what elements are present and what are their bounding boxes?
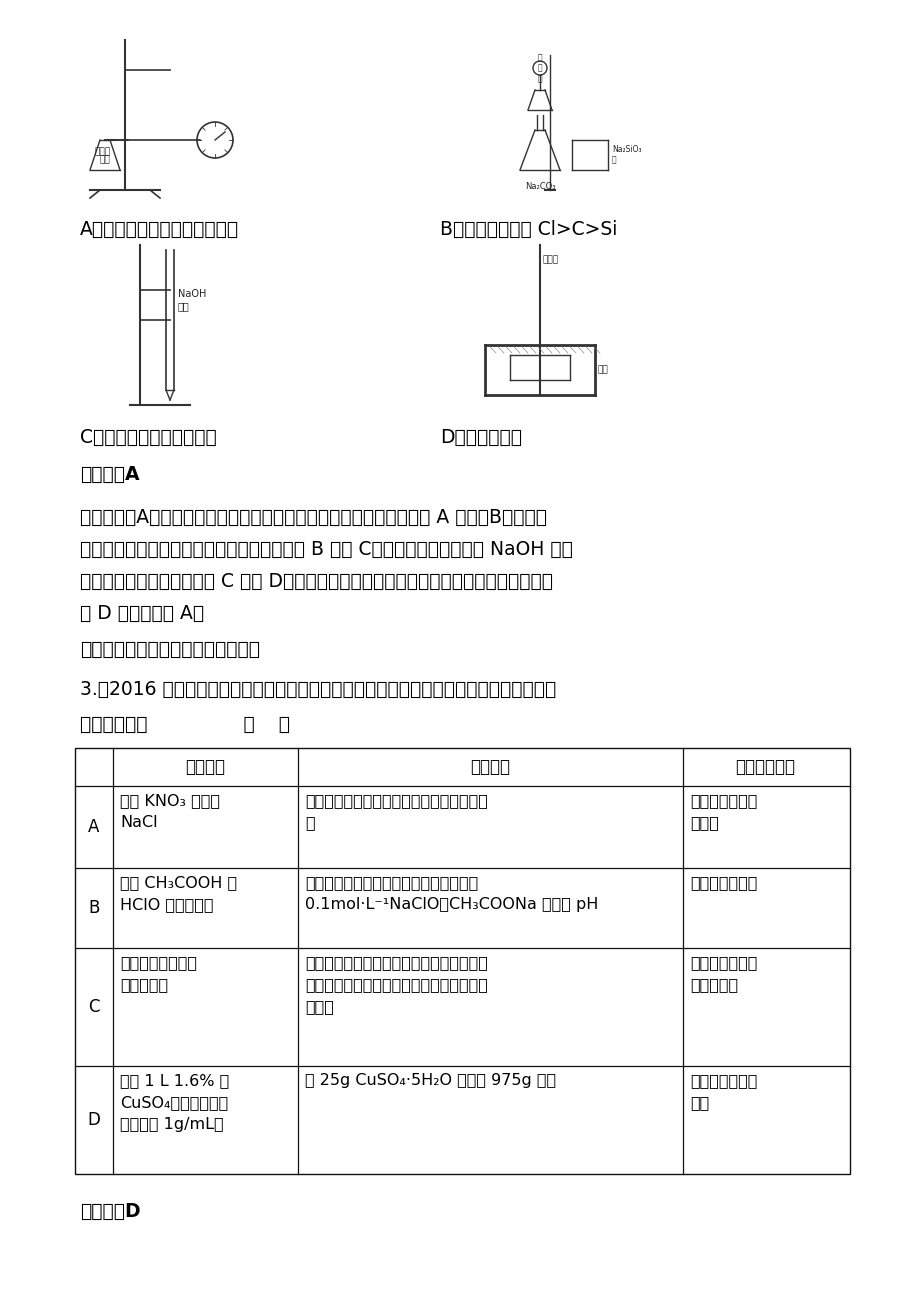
Bar [75, 749, 849, 1174]
Text: 所选玻璃仪器: 所选玻璃仪器 [734, 758, 795, 776]
Text: 实验目的的是                （    ）: 实验目的的是 （ ） [80, 715, 289, 734]
Text: A: A [88, 818, 99, 836]
Text: 将混合物制成热的饱和溶液，冷却结晶，过
滤: 将混合物制成热的饱和溶液，冷却结晶，过 滤 [305, 793, 487, 831]
Text: 酒精灯、烧杯、
玻璃棒: 酒精灯、烧杯、 玻璃棒 [689, 793, 756, 831]
Text: 【答案】D: 【答案】D [80, 1202, 141, 1221]
Text: 将 25g CuSO₄·5H₂O 溶解在 975g 水中: 将 25g CuSO₄·5H₂O 溶解在 975g 水中 [305, 1073, 555, 1088]
Text: 锌粒: 锌粒 [99, 155, 110, 164]
Text: 烧杯、量筒、玻
璃棒: 烧杯、量筒、玻 璃棒 [689, 1073, 756, 1111]
Text: 除去 KNO₃ 中少量
NaCl: 除去 KNO₃ 中少量 NaCl [119, 793, 220, 831]
Text: Na₂SiO₃
稀: Na₂SiO₃ 稀 [611, 146, 641, 164]
Text: B．证明非金属性 Cl>C>Si: B．证明非金属性 Cl>C>Si [439, 220, 617, 240]
Text: 配制 1 L 1.6% 的
CuSO₄溶液（溶液密
度近似为 1g/mL）: 配制 1 L 1.6% 的 CuSO₄溶液（溶液密 度近似为 1g/mL） [119, 1073, 229, 1133]
Text: D: D [87, 1111, 100, 1129]
Text: 有挥发性，无法判断碳酸的酸性比硅酸强，故 B 错误 C、酸碱中和滴定实验中 NaOH 溶液: 有挥发性，无法判断碳酸的酸性比硅酸强，故 B 错误 C、酸碱中和滴定实验中 Na… [80, 540, 573, 559]
Text: 玻璃棒、玻璃片: 玻璃棒、玻璃片 [689, 875, 756, 891]
Text: 稀硫酸: 稀硫酸 [95, 147, 111, 156]
Text: C．进行酸碱中和滴定实验: C．进行酸碱中和滴定实验 [80, 428, 217, 447]
Text: 证明 CH₃COOH 与
HClO 的酸性强弱: 证明 CH₃COOH 与 HClO 的酸性强弱 [119, 875, 237, 913]
Text: 3.【2016 届肖庆三模】用下列实验方案及所選玻璃容器（非玻璃容器任选）就能实现相应: 3.【2016 届肖庆三模】用下列实验方案及所選玻璃容器（非玻璃容器任选）就能实… [80, 680, 556, 699]
Text: 试题分析：A、可利用相等时间内生成氢气的体积来测定反应速率，故 A 正确；B、因盐酸: 试题分析：A、可利用相等时间内生成氢气的体积来测定反应速率，故 A 正确；B、因… [80, 508, 547, 527]
Text: C: C [88, 999, 99, 1016]
Text: 向蔗糖溶液中加入几滴稀硫酸，水浴加热几
分钟，再向其中加入新制的銀氨溶液，并水
浴加热: 向蔗糖溶液中加入几滴稀硫酸，水浴加热几 分钟，再向其中加入新制的銀氨溶液，并水 … [305, 954, 487, 1014]
Text: 考点：考查实验的原理及基本操作。: 考点：考查实验的原理及基本操作。 [80, 641, 260, 659]
Text: NaOH
溶液: NaOH 溶液 [177, 289, 206, 311]
Text: 相同温度下用蓝色石蕊试纸测定浓度均为
0.1mol·L⁻¹NaClO、CH₃COONa 溶液的 pH: 相同温度下用蓝色石蕊试纸测定浓度均为 0.1mol·L⁻¹NaClO、CH₃CO… [305, 875, 597, 913]
Text: 试管、烧杯、酒
精灯、滴管: 试管、烧杯、酒 精灯、滴管 [689, 954, 756, 992]
Text: 泡沫: 泡沫 [597, 366, 608, 375]
Text: 故 D 错误，故选 A。: 故 D 错误，故选 A。 [80, 604, 204, 622]
Text: 温度计: 温度计 [542, 255, 559, 264]
Bar [75, 749, 849, 1174]
Text: B: B [88, 898, 99, 917]
Text: 实验目的: 实验目的 [186, 758, 225, 776]
Text: D．测定中和热: D．测定中和热 [439, 428, 521, 447]
Text: 【答案】A: 【答案】A [80, 465, 140, 484]
Text: 应盛放在碱式滴定管中，故 C 错误 D、测定中和热实验中需要环形玻璃摔拌棒摔拌混合液，: 应盛放在碱式滴定管中，故 C 错误 D、测定中和热实验中需要环形玻璃摔拌棒摔拌混… [80, 572, 552, 591]
Text: 实验方案: 实验方案 [470, 758, 510, 776]
Text: A．测量锌与稀硫酸反应的速率: A．测量锌与稀硫酸反应的速率 [80, 220, 239, 240]
Text: Na₂CO₃: Na₂CO₃ [524, 182, 555, 191]
Text: 检验蔗糖水解产物
具有还原性: 检验蔗糖水解产物 具有还原性 [119, 954, 197, 992]
Text: 稀
盐
酸: 稀 盐 酸 [537, 53, 541, 83]
